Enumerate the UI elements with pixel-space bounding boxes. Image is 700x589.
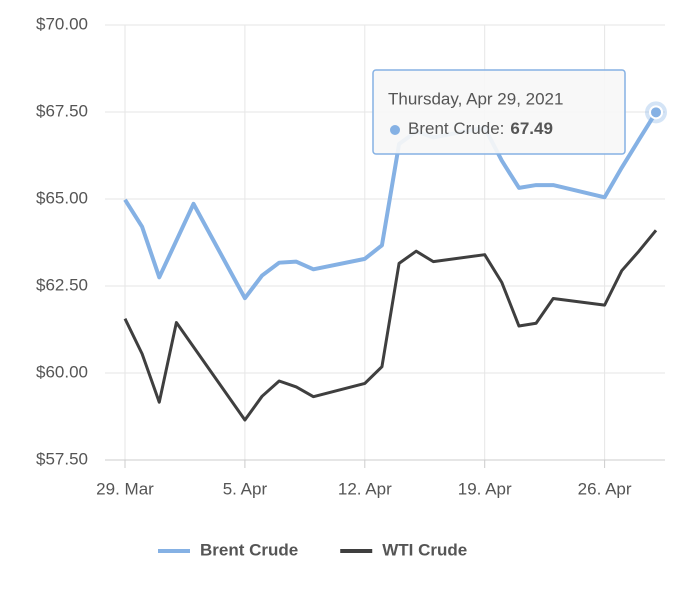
tooltip-title: Thursday, Apr 29, 2021: [388, 89, 563, 108]
hover-point: [649, 105, 663, 120]
x-tick-label: 5. Apr: [223, 479, 268, 498]
tooltip-label: Brent Crude:: [408, 119, 504, 138]
y-tick-label: $70.00: [36, 14, 88, 33]
y-tick-label: $62.50: [36, 275, 88, 294]
x-tick-label: 26. Apr: [578, 479, 632, 498]
y-tick-label: $60.00: [36, 362, 88, 381]
y-tick-label: $67.50: [36, 101, 88, 120]
tooltip-box: [372, 69, 626, 155]
x-tick-label: 29. Mar: [96, 479, 154, 498]
tooltip-marker: [390, 125, 400, 135]
legend-label[interactable]: Brent Crude: [200, 540, 298, 559]
tooltip-text: Brent Crude: 67.49: [408, 119, 553, 138]
x-tick-label: 19. Apr: [458, 479, 512, 498]
y-tick-label: $65.00: [36, 188, 88, 207]
tooltip: Thursday, Apr 29, 2021 Brent Crude: 67.49: [372, 69, 626, 155]
tooltip-value: 67.49: [510, 119, 553, 138]
series-line: [123, 229, 658, 422]
legend-label[interactable]: WTI Crude: [382, 540, 467, 559]
x-tick-label: 12. Apr: [338, 479, 392, 498]
y-tick-label: $57.50: [36, 449, 88, 468]
